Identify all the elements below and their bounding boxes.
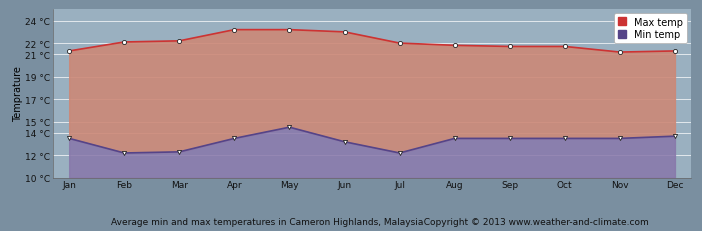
Text: Average min and max temperatures in Cameron Highlands, Malaysia: Average min and max temperatures in Came…	[111, 217, 423, 226]
Text: Copyright © 2013 www.weather-and-climate.com: Copyright © 2013 www.weather-and-climate…	[418, 217, 649, 226]
Legend: Max temp, Min temp: Max temp, Min temp	[614, 14, 687, 44]
Y-axis label: Temprature: Temprature	[13, 66, 23, 122]
